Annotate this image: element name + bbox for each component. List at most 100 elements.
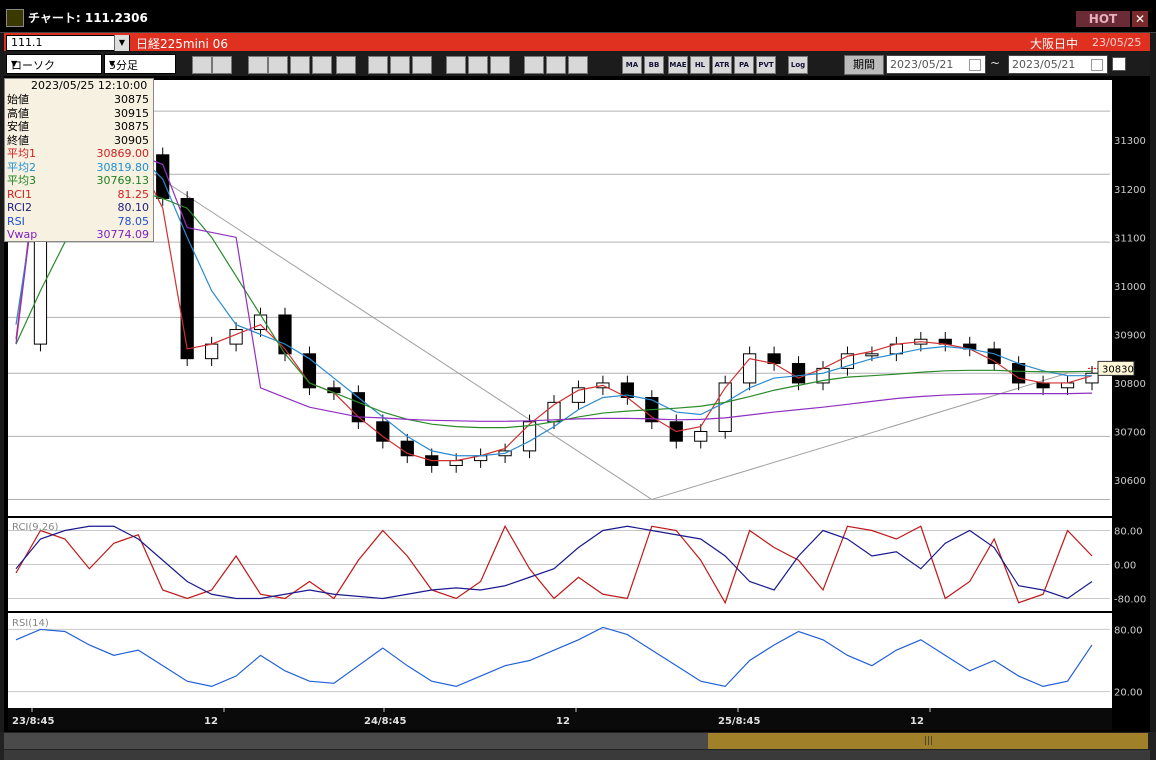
session-label: 大阪日中 (1030, 37, 1079, 51)
info-row: RCI2 80.10 (7, 201, 151, 214)
date-from-input[interactable]: 2023/05/21 (886, 55, 986, 74)
candle (718, 382, 732, 432)
indicator-hl-button[interactable]: HL (690, 56, 710, 74)
indicator-atr-button[interactable]: ATR (712, 56, 732, 74)
calendar-icon[interactable] (1091, 59, 1103, 71)
rci-panel-label: RCI(9,26) (12, 522, 59, 533)
pen-icon[interactable] (336, 56, 356, 74)
ohlc-info-panel: 2023/05/25 12:10:00 始値 30875 高値 30915 安値 3087… (4, 78, 154, 242)
info-value: 30875 (114, 93, 149, 106)
calendar-icon[interactable] (969, 59, 981, 71)
price-tick-label: 31200 (1114, 185, 1146, 196)
scrollbar-thumb[interactable] (708, 733, 1148, 749)
close-icon[interactable]: ✕ (1132, 11, 1148, 27)
info-row: 平均3 30769.13 (7, 174, 151, 187)
rsi-tick-label: 20.00 (1114, 688, 1143, 699)
option-checkbox[interactable] (1112, 57, 1126, 71)
rci-tick-label: 0.00 (1114, 561, 1136, 572)
price-tick-label: 31300 (1114, 136, 1146, 147)
indicator-bb-button[interactable]: BB (644, 56, 664, 74)
info-value: 78.05 (117, 214, 150, 228)
indicator-pa-button[interactable]: PA (734, 56, 754, 74)
window-title: チャート: 111.2306 (28, 11, 148, 25)
candle (1085, 372, 1099, 384)
info-row: 高値 30915 (7, 107, 151, 120)
time-tick-label: 24/8:45 (364, 716, 406, 727)
info-row: RSI 78.05 (7, 215, 151, 228)
indicator-mae-button[interactable]: MAE (668, 56, 688, 74)
candle (1060, 382, 1075, 389)
ma-line (15, 139, 1092, 457)
info-row: RCI1 81.25 (7, 188, 151, 201)
indicator-log-button[interactable]: Log (788, 56, 808, 74)
grid-icon[interactable] (568, 56, 588, 74)
symbol-dropdown-icon[interactable]: ▼ (114, 35, 129, 51)
pin-icon[interactable] (312, 56, 332, 74)
date-to-input[interactable]: 2023/05/21 (1008, 55, 1108, 74)
candle (743, 353, 757, 384)
symbol-bar (4, 33, 1150, 51)
scrollbar-track[interactable] (4, 733, 708, 749)
date-range-separator: ~ (990, 56, 1001, 70)
chevron-down-icon: ▼ (109, 59, 116, 68)
all-icon[interactable] (468, 56, 488, 74)
bar2-icon[interactable] (446, 56, 466, 74)
candle (449, 460, 463, 466)
interval-value: 5分足 (109, 59, 138, 72)
candle (205, 343, 219, 360)
info-label: RSI (7, 214, 25, 228)
chevron-down-icon: ▼ (11, 59, 18, 68)
cursor-icon[interactable] (212, 56, 232, 74)
info-value: 80.10 (117, 201, 150, 214)
period-button[interactable]: 期間 (844, 55, 884, 75)
palette-icon[interactable] (546, 56, 566, 74)
info-value: 30769.13 (96, 174, 150, 187)
ma-line (15, 188, 1093, 429)
time-tick-label: 12 (910, 716, 924, 727)
hot-button[interactable]: HOT (1076, 11, 1130, 27)
chart-type-value: ローソク (11, 59, 55, 72)
refresh-icon[interactable] (390, 56, 410, 74)
title-bar: チャート: 111.2306 HOT ✕ (0, 0, 1156, 33)
symbol-input[interactable]: 111.1 (6, 35, 130, 51)
bar-icon[interactable] (412, 56, 432, 74)
candle (865, 353, 879, 357)
chart-type-select[interactable]: ローソク ▼ (6, 54, 102, 74)
current-price-box (1097, 360, 1135, 376)
info-label: Vwap (7, 228, 38, 241)
candle (180, 197, 194, 360)
rsi-panel (8, 613, 1112, 708)
time-tick-label: 25/8:45 (718, 716, 760, 727)
rci-line (15, 525, 1093, 600)
price-tick-label: 31000 (1114, 282, 1146, 293)
candle (327, 387, 341, 394)
indicator-pvt-button[interactable]: PVT (756, 56, 776, 74)
info-value: 30905 (114, 133, 149, 147)
measure-icon[interactable] (268, 56, 288, 74)
order-icon[interactable] (290, 56, 310, 74)
zoom-icon[interactable] (192, 56, 212, 74)
date-from-value: 2023/05/21 (890, 58, 954, 71)
ma-line (15, 144, 1093, 422)
session-date: 23/05/25 (1092, 36, 1142, 49)
rsi-tick-label: 80.00 (1114, 625, 1143, 636)
arrow-icon[interactable] (368, 56, 388, 74)
rci-line (15, 524, 1093, 605)
info-label: 平均1 (7, 147, 36, 160)
interval-select[interactable]: 5分足 ▼ (104, 54, 176, 74)
brush-icon[interactable] (524, 56, 544, 74)
info-row: Vwap 30774.09 (7, 228, 151, 241)
draw-icon[interactable] (248, 56, 268, 74)
gear-icon[interactable] (490, 56, 510, 74)
info-value: 30819.80 (96, 160, 150, 174)
info-value: 81.25 (117, 187, 150, 201)
info-value: 30774.09 (96, 228, 150, 241)
candle (694, 430, 708, 442)
candle (791, 363, 806, 384)
price-tick-label: 30800 (1114, 379, 1146, 390)
info-row: 平均2 30819.80 (7, 161, 151, 174)
chart-canvas: 30830 30600 30700 30800 30900 31000 31100 3120… (4, 76, 1150, 732)
current-price-label: 30830 (1102, 364, 1134, 375)
info-row: 平均1 30869.00 (7, 147, 151, 160)
indicator-ma-button[interactable]: MA (622, 56, 642, 74)
